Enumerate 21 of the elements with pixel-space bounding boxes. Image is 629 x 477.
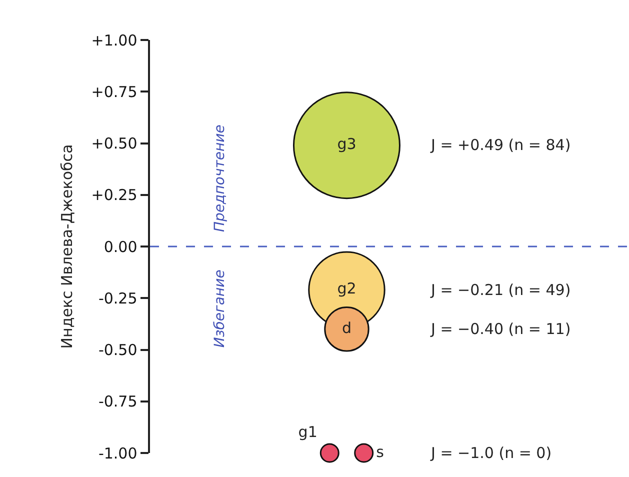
annotation: J = −0.21 (n = 49): [430, 281, 571, 299]
y-axis-title: Индекс Ивлева-Джекобса: [58, 144, 76, 349]
y-tick-label: +1.00: [91, 31, 138, 50]
y-tick-label: -0.50: [98, 341, 138, 359]
y-tick-label: +0.25: [91, 186, 138, 204]
series-label: g3: [337, 135, 356, 154]
annotation: Избегание: [212, 270, 228, 348]
series-label: s: [376, 442, 384, 461]
y-tick-label: +0.50: [91, 134, 138, 152]
annotation: Предпочтение: [212, 124, 228, 232]
y-tick-label: -1.00: [98, 444, 138, 462]
y-tick-label: -0.75: [98, 392, 138, 411]
y-tick-label: +0.75: [91, 82, 138, 101]
series-label: g1: [298, 423, 318, 441]
series-label: g2: [337, 280, 356, 298]
annotation: J = −0.40 (n = 11): [430, 320, 571, 338]
annotation: J = −1.0 (n = 0): [430, 444, 552, 462]
series-label: d: [342, 318, 352, 337]
y-tick-label: -0.25: [98, 289, 138, 308]
annotation: J = +0.49 (n = 84): [430, 136, 571, 154]
y-tick-label: 0.00: [104, 238, 138, 256]
